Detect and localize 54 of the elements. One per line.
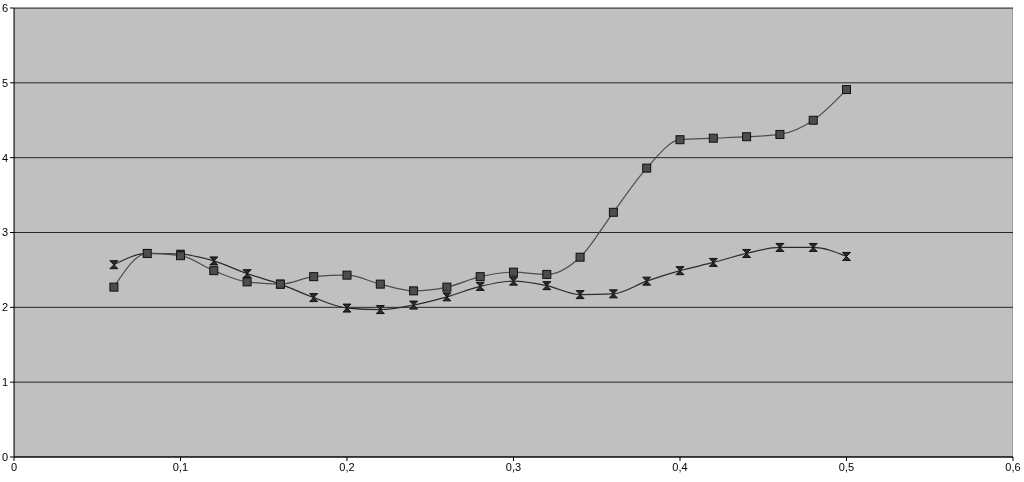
point bbox=[409, 286, 419, 296]
y-tick-label: 4 bbox=[1, 151, 8, 164]
point bbox=[542, 281, 552, 291]
point bbox=[842, 251, 851, 261]
point bbox=[475, 272, 485, 282]
point bbox=[442, 282, 452, 292]
y-tick-label: 0 bbox=[1, 450, 8, 463]
x-tick-label: 0,6 bbox=[1005, 460, 1021, 473]
y-tick-label: 2 bbox=[1, 301, 8, 314]
point bbox=[708, 133, 718, 143]
x-tick-label: 0,4 bbox=[672, 460, 688, 473]
point bbox=[742, 132, 752, 142]
point bbox=[209, 266, 219, 276]
x-tick-label: 0,3 bbox=[505, 460, 522, 473]
point bbox=[575, 290, 585, 300]
point bbox=[475, 281, 485, 291]
y-tick-label: 6 bbox=[1, 1, 8, 14]
point bbox=[708, 257, 718, 267]
point bbox=[775, 242, 785, 252]
point bbox=[242, 277, 252, 287]
point bbox=[342, 270, 352, 280]
point bbox=[509, 276, 518, 286]
point bbox=[808, 242, 818, 252]
point bbox=[542, 269, 552, 279]
y-tick-label: 5 bbox=[1, 76, 8, 89]
point bbox=[575, 252, 585, 262]
point bbox=[442, 292, 452, 302]
point bbox=[375, 279, 385, 289]
point bbox=[375, 305, 385, 315]
point bbox=[608, 289, 618, 299]
y-tick-label: 1 bbox=[1, 376, 8, 389]
x-tick-label: 0,1 bbox=[172, 460, 189, 473]
point bbox=[842, 85, 851, 95]
point bbox=[808, 115, 818, 125]
point bbox=[742, 248, 752, 258]
point bbox=[209, 256, 219, 266]
point bbox=[309, 293, 319, 303]
point bbox=[309, 272, 319, 282]
point bbox=[642, 276, 652, 286]
point bbox=[409, 300, 419, 310]
point bbox=[675, 135, 685, 145]
x-tick-label: 0 bbox=[10, 460, 18, 473]
x-tick-label: 0,5 bbox=[838, 460, 855, 473]
point bbox=[509, 267, 518, 277]
x-tick-label: 0,2 bbox=[339, 460, 355, 473]
point bbox=[642, 163, 652, 173]
point bbox=[242, 269, 252, 279]
point bbox=[109, 260, 119, 270]
point bbox=[775, 129, 785, 139]
y-tick-label: 3 bbox=[1, 226, 8, 239]
point bbox=[608, 207, 618, 217]
point bbox=[109, 282, 119, 292]
point bbox=[342, 303, 352, 313]
point bbox=[675, 266, 685, 276]
